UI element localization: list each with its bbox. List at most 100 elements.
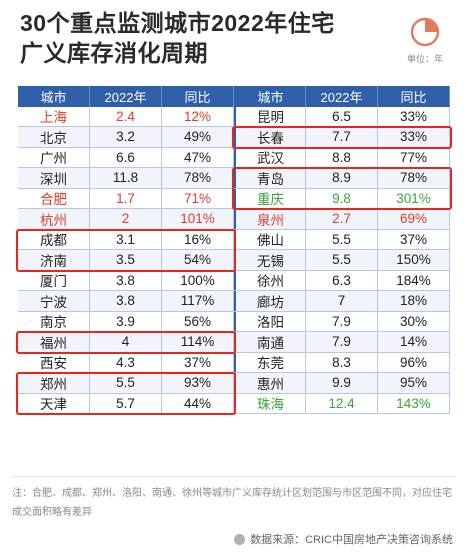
city-cell: 济南: [18, 250, 90, 270]
value-cell: 11.8: [90, 168, 162, 188]
yoy-cell: 37%: [162, 352, 234, 372]
data-source-text: 数据来源：CRIC中国房地产决策咨询系统: [250, 534, 453, 546]
table-header: 城市 2022年 同比 城市 2022年 同比: [18, 86, 450, 107]
table-row: 上海 2.4 12% 昆明 6.5 33%: [18, 106, 450, 127]
city-cell: 合肥: [18, 188, 90, 208]
city-cell: 青岛: [234, 168, 306, 188]
yoy-cell: 101%: [162, 209, 234, 229]
yoy-cell: 95%: [378, 373, 450, 393]
city-cell: 杭州: [18, 209, 90, 229]
table-row: 宁波 3.8 117% 廊坊 7 18%: [18, 291, 450, 312]
yoy-cell: 47%: [162, 147, 234, 167]
city-cell: 洛阳: [234, 311, 306, 331]
yoy-cell: 44%: [162, 393, 234, 413]
city-cell: 福州: [18, 332, 90, 352]
yoy-cell: 56%: [162, 311, 234, 331]
city-cell: 厦门: [18, 270, 90, 290]
table-row: 成都 3.1 16% 佛山 5.5 37%: [18, 229, 450, 250]
city-cell: 无锡: [234, 250, 306, 270]
yoy-cell: 16%: [162, 229, 234, 249]
table-row: 济南 3.5 54% 无锡 5.5 150%: [18, 250, 450, 271]
value-cell: 8.8: [306, 147, 378, 167]
city-cell: 宁波: [18, 291, 90, 311]
info-dot-icon: [234, 533, 246, 545]
value-cell: 7.9: [306, 311, 378, 331]
yoy-cell: 69%: [378, 209, 450, 229]
yoy-cell: 33%: [378, 127, 450, 147]
yoy-cell: 33%: [378, 106, 450, 126]
value-cell: 8.3: [306, 352, 378, 372]
city-cell: 广州: [18, 147, 90, 167]
value-cell: 7: [306, 291, 378, 311]
city-cell: 珠海: [234, 393, 306, 413]
value-cell: 2.4: [90, 106, 162, 126]
city-cell: 西安: [18, 352, 90, 372]
yoy-cell: 77%: [378, 147, 450, 167]
yoy-cell: 100%: [162, 270, 234, 290]
value-cell: 6.6: [90, 147, 162, 167]
yoy-cell: 96%: [378, 352, 450, 372]
city-cell: 武汉: [234, 147, 306, 167]
value-cell: 3.8: [90, 270, 162, 290]
city-cell: 深圳: [18, 168, 90, 188]
value-cell: 5.5: [306, 229, 378, 249]
yoy-cell: 12%: [162, 106, 234, 126]
city-cell: 天津: [18, 393, 90, 413]
header-cell: 2022年: [90, 86, 162, 107]
pie-logo-icon: [410, 17, 440, 47]
city-cell: 昆明: [234, 106, 306, 126]
city-cell: 东莞: [234, 352, 306, 372]
city-cell: 成都: [18, 229, 90, 249]
divider: [12, 476, 455, 477]
table-row: 北京 3.2 49% 长春 7.7 33%: [18, 127, 450, 148]
yoy-cell: 54%: [162, 250, 234, 270]
city-cell: 廊坊: [234, 291, 306, 311]
yoy-cell: 37%: [378, 229, 450, 249]
value-cell: 2.7: [306, 209, 378, 229]
value-cell: 5.5: [306, 250, 378, 270]
city-cell: 南通: [234, 332, 306, 352]
value-cell: 7.7: [306, 127, 378, 147]
header-cell: 城市: [234, 86, 306, 107]
table-row: 南京 3.9 56% 洛阳 7.9 30%: [18, 311, 450, 332]
table-row: 深圳 11.8 78% 青岛 8.9 78%: [18, 168, 450, 189]
value-cell: 7.9: [306, 332, 378, 352]
city-cell: 北京: [18, 127, 90, 147]
yoy-cell: 49%: [162, 127, 234, 147]
value-cell: 9.8: [306, 188, 378, 208]
footnote: 注：合肥、成都、郑州、洛阳、南通、徐州等城市广义库存统计区划范围与市区范围不同，…: [12, 488, 452, 518]
table-row: 天津 5.7 44% 珠海 12.4 143%: [18, 393, 450, 414]
value-cell: 6.5: [306, 106, 378, 126]
table-row: 郑州 5.5 93% 惠州 9.9 95%: [18, 373, 450, 394]
city-cell: 重庆: [234, 188, 306, 208]
yoy-cell: 30%: [378, 311, 450, 331]
header-cell: 同比: [162, 86, 234, 107]
city-cell: 佛山: [234, 229, 306, 249]
yoy-cell: 301%: [378, 188, 450, 208]
yoy-cell: 78%: [378, 168, 450, 188]
city-cell: 惠州: [234, 373, 306, 393]
yoy-cell: 93%: [162, 373, 234, 393]
table-row: 合肥 1.7 71% 重庆 9.8 301%: [18, 188, 450, 209]
yoy-cell: 184%: [378, 270, 450, 290]
value-cell: 5.5: [90, 373, 162, 393]
city-cell: 上海: [18, 106, 90, 126]
table-row: 杭州 2 101% 泉州 2.7 69%: [18, 209, 450, 230]
header-cell: 2022年: [306, 86, 378, 107]
value-cell: 8.9: [306, 168, 378, 188]
city-cell: 泉州: [234, 209, 306, 229]
value-cell: 5.7: [90, 393, 162, 413]
yoy-cell: 143%: [378, 393, 450, 413]
value-cell: 3.1: [90, 229, 162, 249]
yoy-cell: 114%: [162, 332, 234, 352]
unit-label: 单位：年: [406, 54, 443, 64]
table-row: 厦门 3.8 100% 徐州 6.3 184%: [18, 270, 450, 291]
inventory-table: 城市 2022年 同比 城市 2022年 同比 上海 2.4 12% 昆明 6.5 33% 北京 3.2 4…: [16, 86, 452, 456]
city-cell: 长春: [234, 127, 306, 147]
value-cell: 3.5: [90, 250, 162, 270]
table-row: 西安 4.3 37% 东莞 8.3 96%: [18, 352, 450, 373]
table-row: 广州 6.6 47% 武汉 8.8 77%: [18, 147, 450, 168]
value-cell: 3.8: [90, 291, 162, 311]
header-cell: 城市: [18, 86, 90, 107]
value-cell: 12.4: [306, 393, 378, 413]
